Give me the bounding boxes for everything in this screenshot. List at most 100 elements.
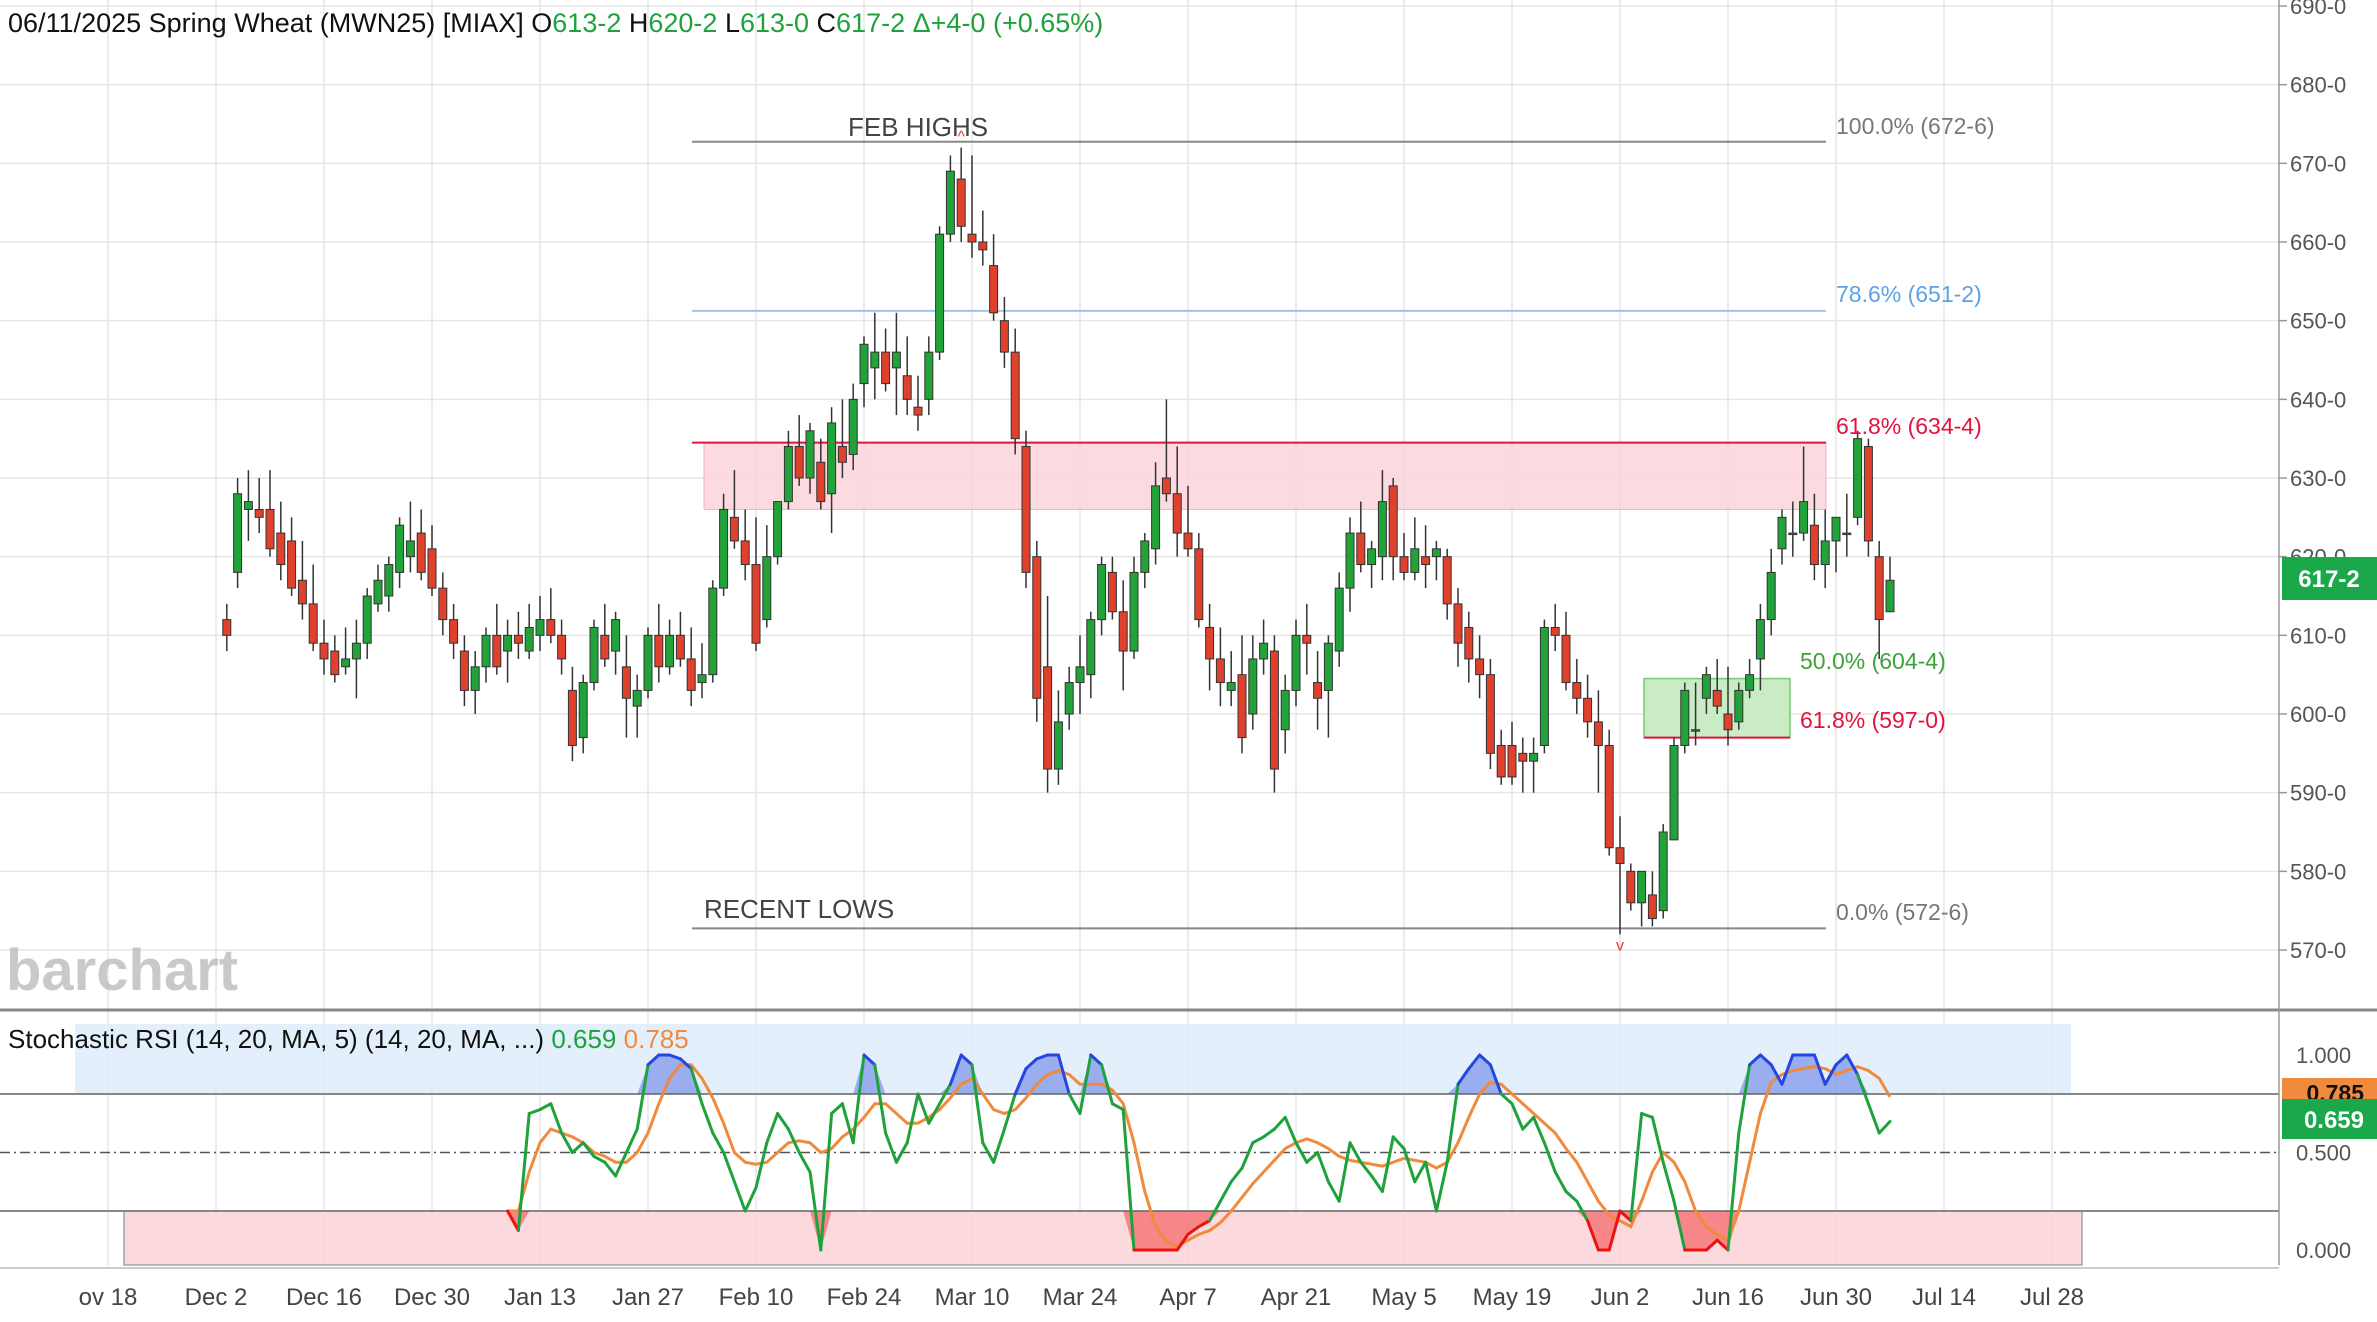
stoch-k-segment — [1704, 1238, 1719, 1252]
candle-body — [665, 634, 675, 668]
price-axis[interactable]: 690-0680-0670-0660-0650-0640-0630-0620-0… — [2279, 0, 2346, 963]
candle-body — [1799, 501, 1809, 534]
stoch-k-segment — [1283, 1115, 1298, 1145]
candle-body — [740, 540, 750, 566]
date-axis[interactable]: ov 18 Dec 2 Dec 16 Dec 30 Jan 13 Jan 27 Feb 10… — [0, 1267, 2279, 1311]
candle-body — [470, 666, 480, 691]
date-tick-label: Apr 7 — [1159, 1284, 1216, 1311]
stoch-k-segment — [1013, 1067, 1028, 1096]
candle-body — [989, 265, 999, 314]
candle-body — [265, 508, 275, 550]
candle-body — [1831, 516, 1841, 542]
stoch-k-segment — [570, 1141, 585, 1154]
date-tick-label: Jun 30 — [1800, 1284, 1872, 1311]
stoch-k-segment — [959, 1053, 974, 1067]
candle-body — [1572, 682, 1582, 699]
date-tick-label: Mar 10 — [935, 1284, 1010, 1311]
candle-body — [654, 634, 664, 668]
candle-body — [783, 446, 793, 503]
high-marker: ^ — [957, 129, 965, 146]
candle-body — [1086, 619, 1096, 676]
stoch-k-segment — [1478, 1053, 1492, 1067]
stoch-k-segment — [1607, 1209, 1622, 1252]
candle-body — [254, 508, 264, 518]
stoch-k-segment — [1326, 1180, 1341, 1203]
stoch-k-segment — [1532, 1115, 1546, 1145]
fib-618-lower-label: 61.8% (597-0) — [1800, 707, 1946, 733]
candle-body — [1302, 634, 1312, 644]
stoch-k-segment — [1370, 1174, 1384, 1193]
date-tick-label: ov 18 — [79, 1284, 138, 1311]
candle-body — [567, 689, 577, 746]
stoch-d-line — [507, 1063, 1892, 1248]
stoch-k-segment — [894, 1141, 909, 1164]
current-price-badge-bg — [2282, 557, 2377, 600]
fib-786-label: 78.6% (651-2) — [1836, 281, 1982, 307]
candle-body — [1712, 689, 1722, 707]
fib-zones — [703, 442, 1827, 739]
candle-body — [1529, 752, 1539, 762]
candle-body — [1464, 626, 1474, 660]
stoch-k-segment — [1467, 1053, 1482, 1071]
stoch-k-segment — [1175, 1232, 1190, 1252]
stoch-k-segment — [1197, 1219, 1212, 1229]
fib-618-upper-label: 61.8% (634-4) — [1836, 413, 1982, 439]
overbought-fill — [1447, 1084, 1458, 1094]
candle-body — [1626, 870, 1636, 904]
stoch-axis[interactable]: 1.000 0.500 0.000 — [2296, 1043, 2351, 1263]
stoch-k-segment — [624, 1127, 639, 1154]
date-tick-label: Feb 10 — [719, 1284, 794, 1311]
stoch-k-segment — [1035, 1053, 1050, 1061]
candles: ^v — [222, 129, 1895, 954]
stoch-k-segment — [1586, 1219, 1600, 1252]
candle-body — [1658, 831, 1668, 912]
stoch-k-segment — [776, 1112, 790, 1131]
candle-body — [1669, 744, 1679, 841]
open-value: 613-2 — [552, 8, 621, 38]
stoch-label: Stochastic RSI (14, 20, MA, 5) (14, 20, … — [8, 1024, 544, 1054]
stoch-k-segment — [1726, 1131, 1741, 1252]
stoch-k-segment — [981, 1141, 996, 1164]
candle-body — [535, 619, 545, 636]
candle-body — [848, 398, 858, 455]
stoch-k-segment — [884, 1131, 898, 1164]
candle-body — [881, 351, 891, 385]
price-tick-label: 650-0 — [2290, 309, 2346, 334]
price-tick-label: 680-0 — [2290, 73, 2346, 98]
stoch-k-segment — [819, 1112, 834, 1252]
stoch-k-segment — [1553, 1170, 1568, 1193]
candle-body — [1075, 666, 1085, 684]
candle-body — [999, 320, 1009, 353]
price-tick-label: 570-0 — [2290, 938, 2346, 963]
candle-body — [751, 564, 761, 644]
stoch-k-segment — [1337, 1141, 1352, 1203]
price-tick-label: 660-0 — [2290, 230, 2346, 255]
stoch-k-segment — [1434, 1160, 1449, 1213]
candle-body — [384, 564, 394, 597]
low-marker: v — [1616, 937, 1624, 954]
candle-body — [600, 634, 610, 660]
candle-body — [1539, 626, 1549, 746]
price-tick-label: 690-0 — [2290, 0, 2346, 19]
stoch-k-segment — [1294, 1141, 1309, 1164]
candle-body — [675, 634, 685, 660]
price-tick-label: 670-0 — [2290, 151, 2346, 176]
low-label: L — [725, 8, 740, 38]
stoch-k-segment — [1272, 1115, 1287, 1131]
candle-body — [449, 619, 459, 644]
candle-body — [1745, 674, 1755, 691]
overbought-fill — [669, 1055, 681, 1094]
stoch-k-segment — [1488, 1063, 1503, 1096]
candle-body — [308, 603, 318, 644]
candle-body — [373, 579, 383, 605]
close-value: 617-2 — [836, 8, 905, 38]
candle-body — [1388, 485, 1398, 558]
overbought-fill — [1468, 1055, 1480, 1094]
candle-body — [1377, 501, 1387, 558]
low-value: 613-0 — [740, 8, 809, 38]
stoch-k-segment — [1737, 1063, 1752, 1135]
candle-body — [1734, 689, 1744, 723]
stoch-tick-label: 0.000 — [2296, 1238, 2351, 1263]
date-tick-label: Jun 16 — [1692, 1284, 1764, 1311]
